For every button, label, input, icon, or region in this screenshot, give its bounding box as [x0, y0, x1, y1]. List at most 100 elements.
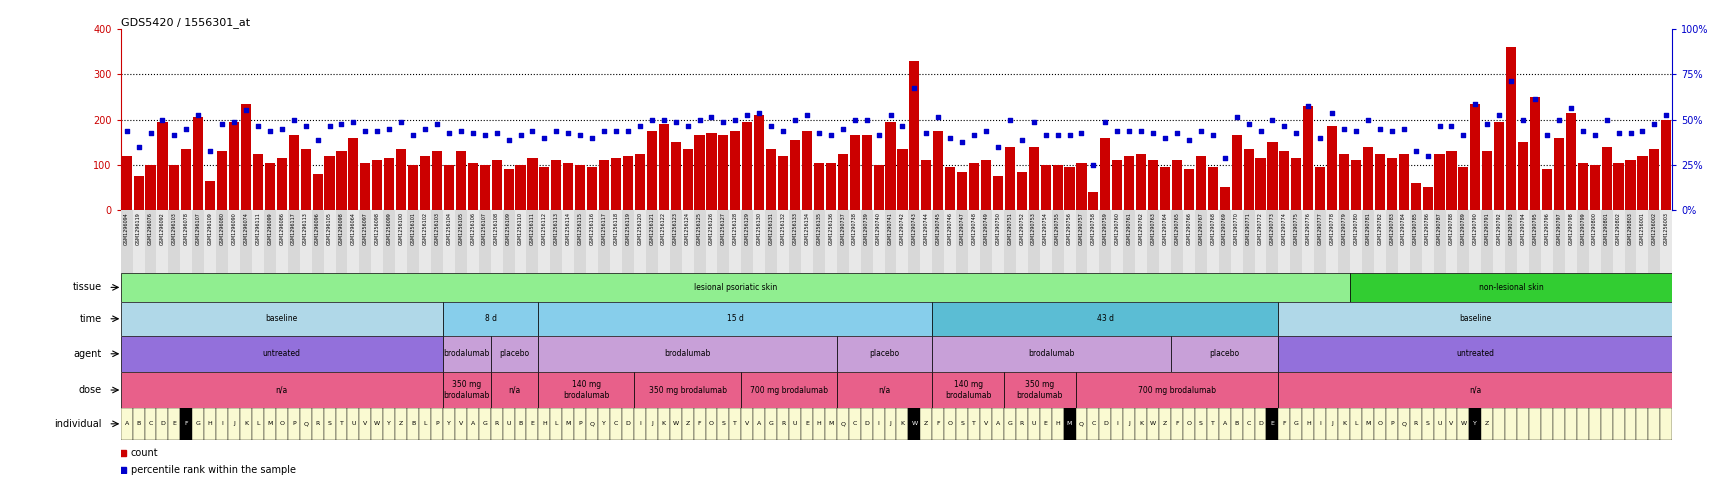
Bar: [1564, 408, 1577, 440]
Bar: [1289, 210, 1301, 273]
Bar: [550, 210, 562, 273]
Text: L: L: [424, 421, 427, 426]
Bar: [646, 210, 658, 273]
Text: GSM1256105: GSM1256105: [458, 212, 463, 245]
Bar: [908, 210, 920, 273]
Bar: [1516, 210, 1528, 273]
Bar: [884, 408, 896, 440]
Bar: [634, 408, 646, 440]
Bar: [575, 165, 584, 210]
Bar: [669, 210, 681, 273]
Bar: [1540, 210, 1552, 273]
Text: J: J: [1127, 421, 1130, 426]
Text: GSM1256101: GSM1256101: [410, 212, 415, 245]
Text: W: W: [1149, 421, 1156, 426]
Bar: [886, 122, 894, 210]
Point: [1437, 123, 1465, 130]
Point: [1270, 123, 1297, 130]
Point: [233, 107, 260, 114]
Bar: [1303, 106, 1313, 210]
Bar: [1397, 154, 1408, 210]
Bar: [658, 210, 669, 273]
Text: Y: Y: [601, 421, 606, 426]
Bar: [1625, 160, 1635, 210]
Bar: [1373, 210, 1385, 273]
Bar: [658, 124, 669, 210]
Text: P: P: [577, 421, 582, 426]
Text: J: J: [233, 421, 234, 426]
Bar: [121, 408, 133, 440]
Text: GSM1290793: GSM1290793: [1508, 212, 1513, 245]
Bar: [717, 408, 729, 440]
Bar: [729, 210, 741, 273]
Bar: [1242, 210, 1254, 273]
Bar: [932, 336, 1170, 372]
Bar: [1266, 210, 1278, 273]
Bar: [1015, 210, 1027, 273]
Text: E: E: [805, 421, 808, 426]
Point: [434, 129, 462, 137]
Bar: [1351, 160, 1359, 210]
Text: GSM1256119: GSM1256119: [625, 212, 631, 245]
Bar: [1337, 210, 1349, 273]
Text: non-lesional skin: non-lesional skin: [1478, 283, 1542, 292]
Bar: [1599, 408, 1611, 440]
Text: brodalumab: brodalumab: [1029, 349, 1073, 358]
Text: B: B: [519, 421, 522, 426]
Point: [936, 134, 963, 142]
Text: GSM1290750: GSM1290750: [994, 212, 999, 245]
Point: [722, 115, 750, 123]
Bar: [455, 151, 465, 210]
Text: brodalumab: brodalumab: [443, 349, 489, 358]
Point: [1282, 129, 1309, 137]
Bar: [538, 210, 550, 273]
Point: [148, 115, 176, 123]
Text: GSM1256125: GSM1256125: [696, 212, 701, 245]
Bar: [432, 151, 441, 210]
Bar: [527, 158, 538, 210]
Text: GSM1290785: GSM1290785: [1413, 212, 1418, 245]
Bar: [991, 210, 1003, 273]
Bar: [1635, 210, 1647, 273]
Text: GSM1256103: GSM1256103: [434, 212, 439, 245]
Point: [1091, 118, 1118, 126]
Bar: [932, 131, 942, 210]
Bar: [670, 142, 681, 210]
Point: [1318, 109, 1346, 116]
Text: GSM1290786: GSM1290786: [1425, 212, 1430, 245]
Text: G: G: [196, 421, 200, 426]
Text: K: K: [899, 421, 905, 426]
Point: [351, 127, 379, 135]
Bar: [1075, 408, 1087, 440]
Bar: [215, 408, 227, 440]
Text: GSM1290766: GSM1290766: [1185, 212, 1191, 245]
Bar: [1482, 151, 1492, 210]
Point: [865, 131, 893, 139]
Bar: [836, 210, 848, 273]
Bar: [1003, 408, 1015, 440]
Text: 8 d: 8 d: [484, 314, 496, 323]
Text: GSM1290787: GSM1290787: [1437, 212, 1440, 245]
Bar: [265, 163, 274, 210]
Bar: [455, 408, 467, 440]
Bar: [1659, 408, 1671, 440]
Text: GSM1256127: GSM1256127: [720, 212, 725, 245]
Point: [1210, 154, 1237, 162]
Bar: [1053, 165, 1061, 210]
Bar: [1134, 210, 1146, 273]
Bar: [538, 408, 550, 440]
Text: untreated: untreated: [262, 349, 300, 358]
Text: I: I: [1318, 421, 1320, 426]
Text: R: R: [495, 421, 498, 426]
Bar: [503, 170, 513, 210]
Point: [1616, 129, 1644, 137]
Bar: [1017, 171, 1027, 210]
Text: GSM1256104: GSM1256104: [446, 212, 451, 245]
Text: GSM1256001: GSM1256001: [1639, 212, 1644, 245]
Bar: [1123, 210, 1134, 273]
Bar: [932, 210, 944, 273]
Text: P: P: [291, 421, 295, 426]
Bar: [431, 408, 443, 440]
Text: GSM1296111: GSM1296111: [255, 212, 260, 245]
Point: [1020, 118, 1048, 126]
